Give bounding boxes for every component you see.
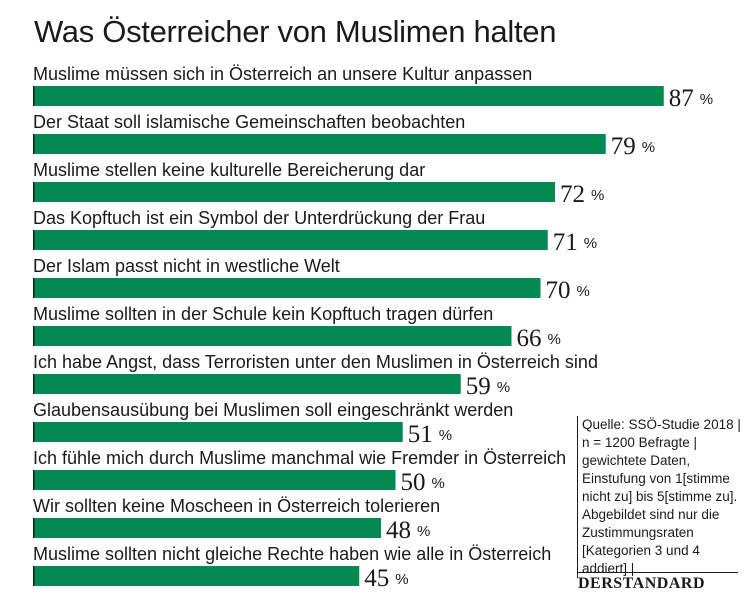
category-label: Muslime müssen sich in Österreich an uns… bbox=[33, 64, 532, 84]
value-label: 45 bbox=[364, 565, 389, 592]
chart-title: Was Österreicher von Muslimen halten bbox=[34, 14, 557, 49]
bar-baseline-tick bbox=[33, 182, 35, 202]
category-label: Muslime sollten nicht gleiche Rechte hab… bbox=[33, 544, 551, 564]
bar-baseline-tick bbox=[33, 518, 35, 538]
bar bbox=[33, 518, 381, 538]
source-note-line: nicht zu] bis 5[stimme zu]. bbox=[582, 489, 738, 504]
value-label: 51 bbox=[408, 421, 433, 448]
percent-sign: % bbox=[417, 523, 430, 540]
bar-baseline-tick bbox=[33, 326, 35, 346]
bar bbox=[33, 86, 664, 106]
bar-baseline-tick bbox=[33, 566, 35, 586]
percent-sign: % bbox=[439, 427, 452, 444]
percent-sign: % bbox=[591, 187, 604, 204]
bar bbox=[33, 422, 403, 442]
category-label: Wir sollten keine Moscheen in Österreich… bbox=[33, 496, 440, 516]
category-label: Der Islam passt nicht in westliche Welt bbox=[33, 256, 340, 276]
brand-logo: DERSTANDARD bbox=[578, 572, 738, 593]
percent-sign: % bbox=[584, 235, 597, 252]
bar bbox=[33, 134, 606, 154]
category-label: Ich fühle mich durch Muslime manchmal wi… bbox=[33, 448, 566, 468]
bar-baseline-tick bbox=[33, 86, 35, 106]
bar-baseline-tick bbox=[33, 374, 35, 394]
category-label: Das Kopftuch ist ein Symbol der Unterdrü… bbox=[33, 208, 485, 228]
source-note-line: Abgebildet sind nur die bbox=[582, 507, 720, 522]
value-label: 66 bbox=[517, 325, 542, 352]
value-label: 48 bbox=[386, 517, 411, 544]
source-note-line: Einstufung von 1[stimme bbox=[582, 471, 730, 486]
bar bbox=[33, 374, 461, 394]
bar bbox=[33, 470, 396, 490]
source-note-line: Zustimmungsraten bbox=[582, 525, 694, 540]
value-label: 50 bbox=[401, 469, 426, 496]
bar bbox=[33, 326, 512, 346]
category-label: Ich habe Angst, dass Terroristen unter d… bbox=[33, 352, 598, 372]
bar-baseline-tick bbox=[33, 278, 35, 298]
bar-baseline-tick bbox=[33, 134, 35, 154]
bar-baseline-tick bbox=[33, 230, 35, 250]
percent-sign: % bbox=[577, 283, 590, 300]
percent-sign: % bbox=[395, 571, 408, 588]
source-note-line: [Kategorien 3 und 4 bbox=[582, 543, 700, 558]
value-label: 72 bbox=[560, 181, 585, 208]
value-label: 71 bbox=[553, 229, 578, 256]
value-label: 87 bbox=[669, 85, 694, 112]
source-note: Quelle: SSÖ-Studie 2018 | n = 1200 Befrag… bbox=[577, 416, 750, 578]
bar-baseline-tick bbox=[33, 470, 35, 490]
bar bbox=[33, 278, 541, 298]
category-label: Muslime stellen keine kulturelle Bereich… bbox=[33, 160, 425, 180]
value-label: 70 bbox=[546, 277, 571, 304]
category-label: Glaubensausübung bei Muslimen soll einge… bbox=[33, 400, 513, 420]
percent-sign: % bbox=[497, 379, 510, 396]
category-label: Der Staat soll islamische Gemeinschaften… bbox=[33, 112, 465, 132]
percent-sign: % bbox=[432, 475, 445, 492]
percent-sign: % bbox=[548, 331, 561, 348]
source-note-line: n = 1200 Befragte | bbox=[582, 435, 697, 450]
bar bbox=[33, 230, 548, 250]
source-note-line: gewichtete Daten, bbox=[582, 453, 691, 468]
bar-baseline-tick bbox=[33, 422, 35, 442]
percent-sign: % bbox=[642, 139, 655, 156]
percent-sign: % bbox=[700, 91, 713, 108]
category-label: Muslime sollten in der Schule kein Kopft… bbox=[33, 304, 493, 324]
value-label: 79 bbox=[611, 133, 636, 160]
bar bbox=[33, 182, 555, 202]
source-note-line: Quelle: SSÖ-Studie 2018 | bbox=[582, 417, 741, 432]
bar bbox=[33, 566, 360, 586]
value-label: 59 bbox=[466, 373, 491, 400]
